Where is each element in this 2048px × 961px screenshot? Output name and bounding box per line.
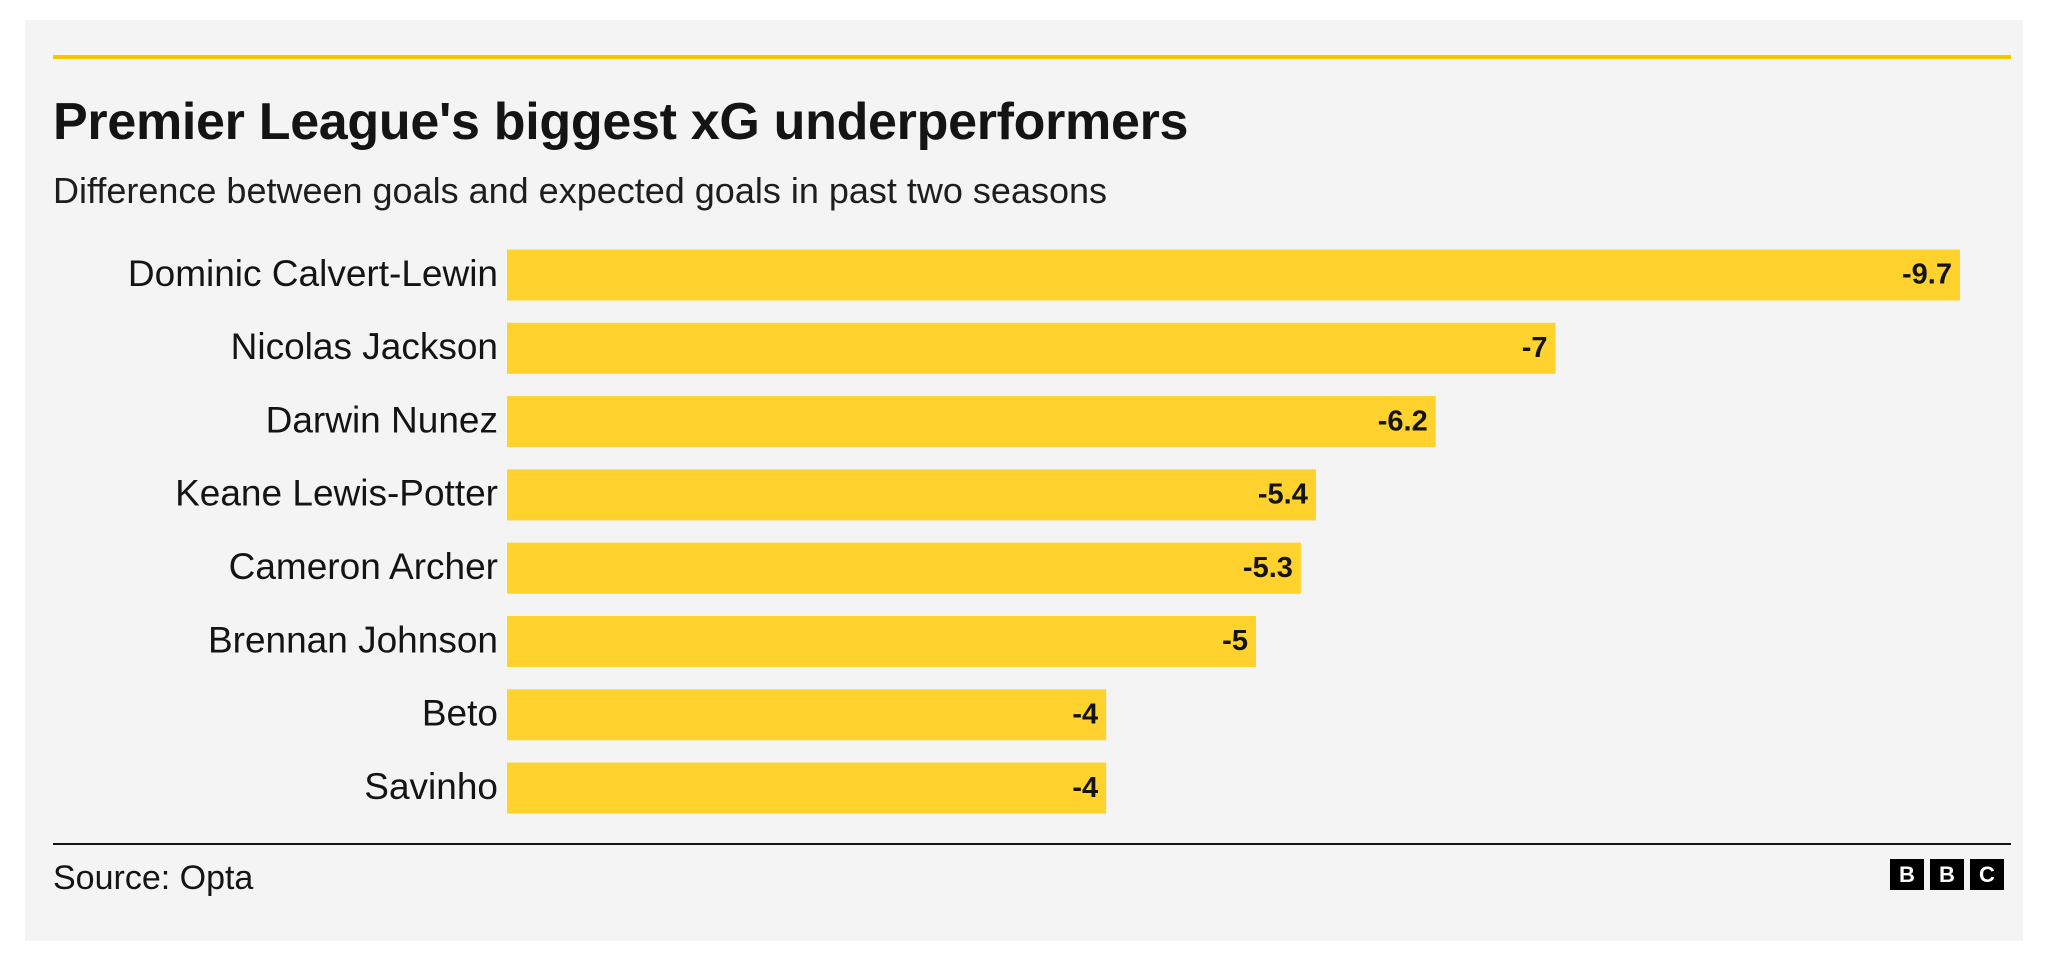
category-label: Brennan Johnson [208, 619, 498, 660]
value-label: -6.2 [1378, 405, 1428, 437]
category-label: Darwin Nunez [266, 399, 498, 440]
source-note: Source: Opta [53, 859, 254, 897]
category-label: Dominic Calvert-Lewin [128, 253, 498, 294]
logo-letter: B [1930, 859, 1964, 890]
bar [507, 689, 1107, 741]
bar [507, 396, 1436, 448]
value-label: -4 [1072, 698, 1098, 730]
bar [507, 762, 1107, 814]
bar [507, 469, 1316, 521]
category-label: Keane Lewis-Potter [175, 473, 498, 514]
top-accent-rule [53, 55, 2011, 59]
value-label: -4 [1072, 772, 1098, 804]
category-label: Beto [422, 693, 498, 734]
bar [507, 249, 1960, 301]
category-label: Savinho [364, 766, 498, 807]
category-label: Nicolas Jackson [231, 326, 498, 367]
value-label: -5.3 [1243, 552, 1293, 584]
chart-subtitle: Difference between goals and expected go… [53, 170, 1108, 211]
bar [507, 616, 1256, 667]
value-label: -7 [1522, 332, 1548, 364]
value-label: -9.7 [1902, 259, 1952, 291]
bottom-rule [53, 843, 2011, 845]
logo-letter: B [1890, 859, 1924, 890]
category-label: Cameron Archer [229, 546, 498, 587]
logo-letter: C [1970, 859, 2004, 890]
value-label: -5.4 [1258, 479, 1308, 511]
bar [507, 542, 1301, 594]
bar [507, 322, 1556, 374]
bbc-logo: B B C [1890, 859, 2004, 890]
value-label: -5 [1222, 625, 1248, 657]
chart-title: Premier League's biggest xG underperform… [53, 93, 1189, 151]
